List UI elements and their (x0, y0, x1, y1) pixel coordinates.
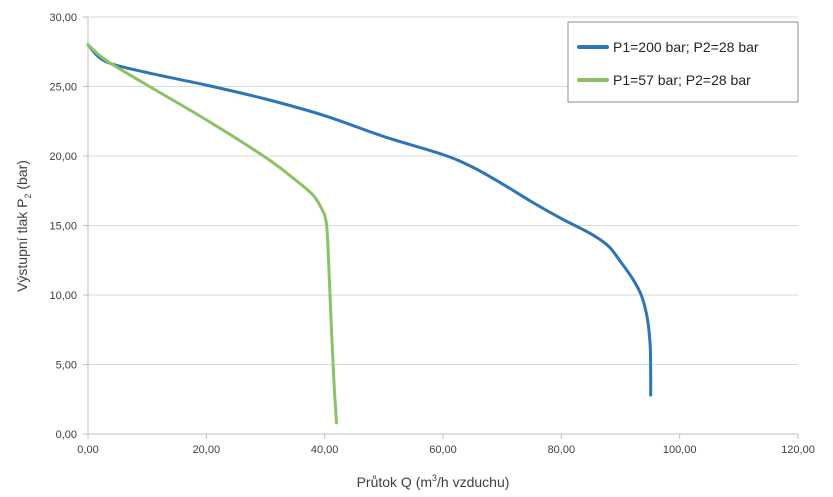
x-tick-label: 60,00 (429, 444, 457, 456)
legend-label-series-2: P1=57 bar; P2=28 bar (613, 72, 751, 88)
x-tick-label: 20,00 (193, 444, 221, 456)
y-tick-label: 5,00 (56, 360, 77, 372)
y-tick-label: 15,00 (49, 221, 77, 233)
x-tick-label: 0,00 (77, 444, 98, 456)
x-tick-label: 120,00 (781, 444, 815, 456)
x-tick-label: 40,00 (311, 444, 339, 456)
x-tick-label: 100,00 (663, 444, 697, 456)
series-line-2 (86, 43, 338, 425)
y-axis-title: Výstupní tlak P2 (bar) (14, 160, 33, 292)
legend-label-series-1: P1=200 bar; P2=28 bar (613, 39, 759, 55)
y-tick-label: 20,00 (49, 151, 77, 163)
x-tick-label: 80,00 (548, 444, 576, 456)
y-tick-label: 10,00 (49, 290, 77, 302)
axes (83, 16, 799, 439)
y-tick-label: 30,00 (49, 12, 77, 24)
series-line-1 (86, 43, 653, 397)
y-tick-label: 0,00 (56, 429, 77, 441)
legend: P1=200 bar; P2=28 bar P1=57 bar; P2=28 b… (567, 21, 799, 103)
tick-labels: 0,00 5,00 10,00 15,00 20,00 25,00 30,00 0,00 20,… (49, 12, 814, 456)
y-tick-label: 25,00 (49, 82, 77, 94)
x-axis-title: Průtok Q (m3/h vzduchu) (357, 473, 510, 490)
legend-box (567, 21, 799, 103)
series-lines (86, 43, 653, 425)
